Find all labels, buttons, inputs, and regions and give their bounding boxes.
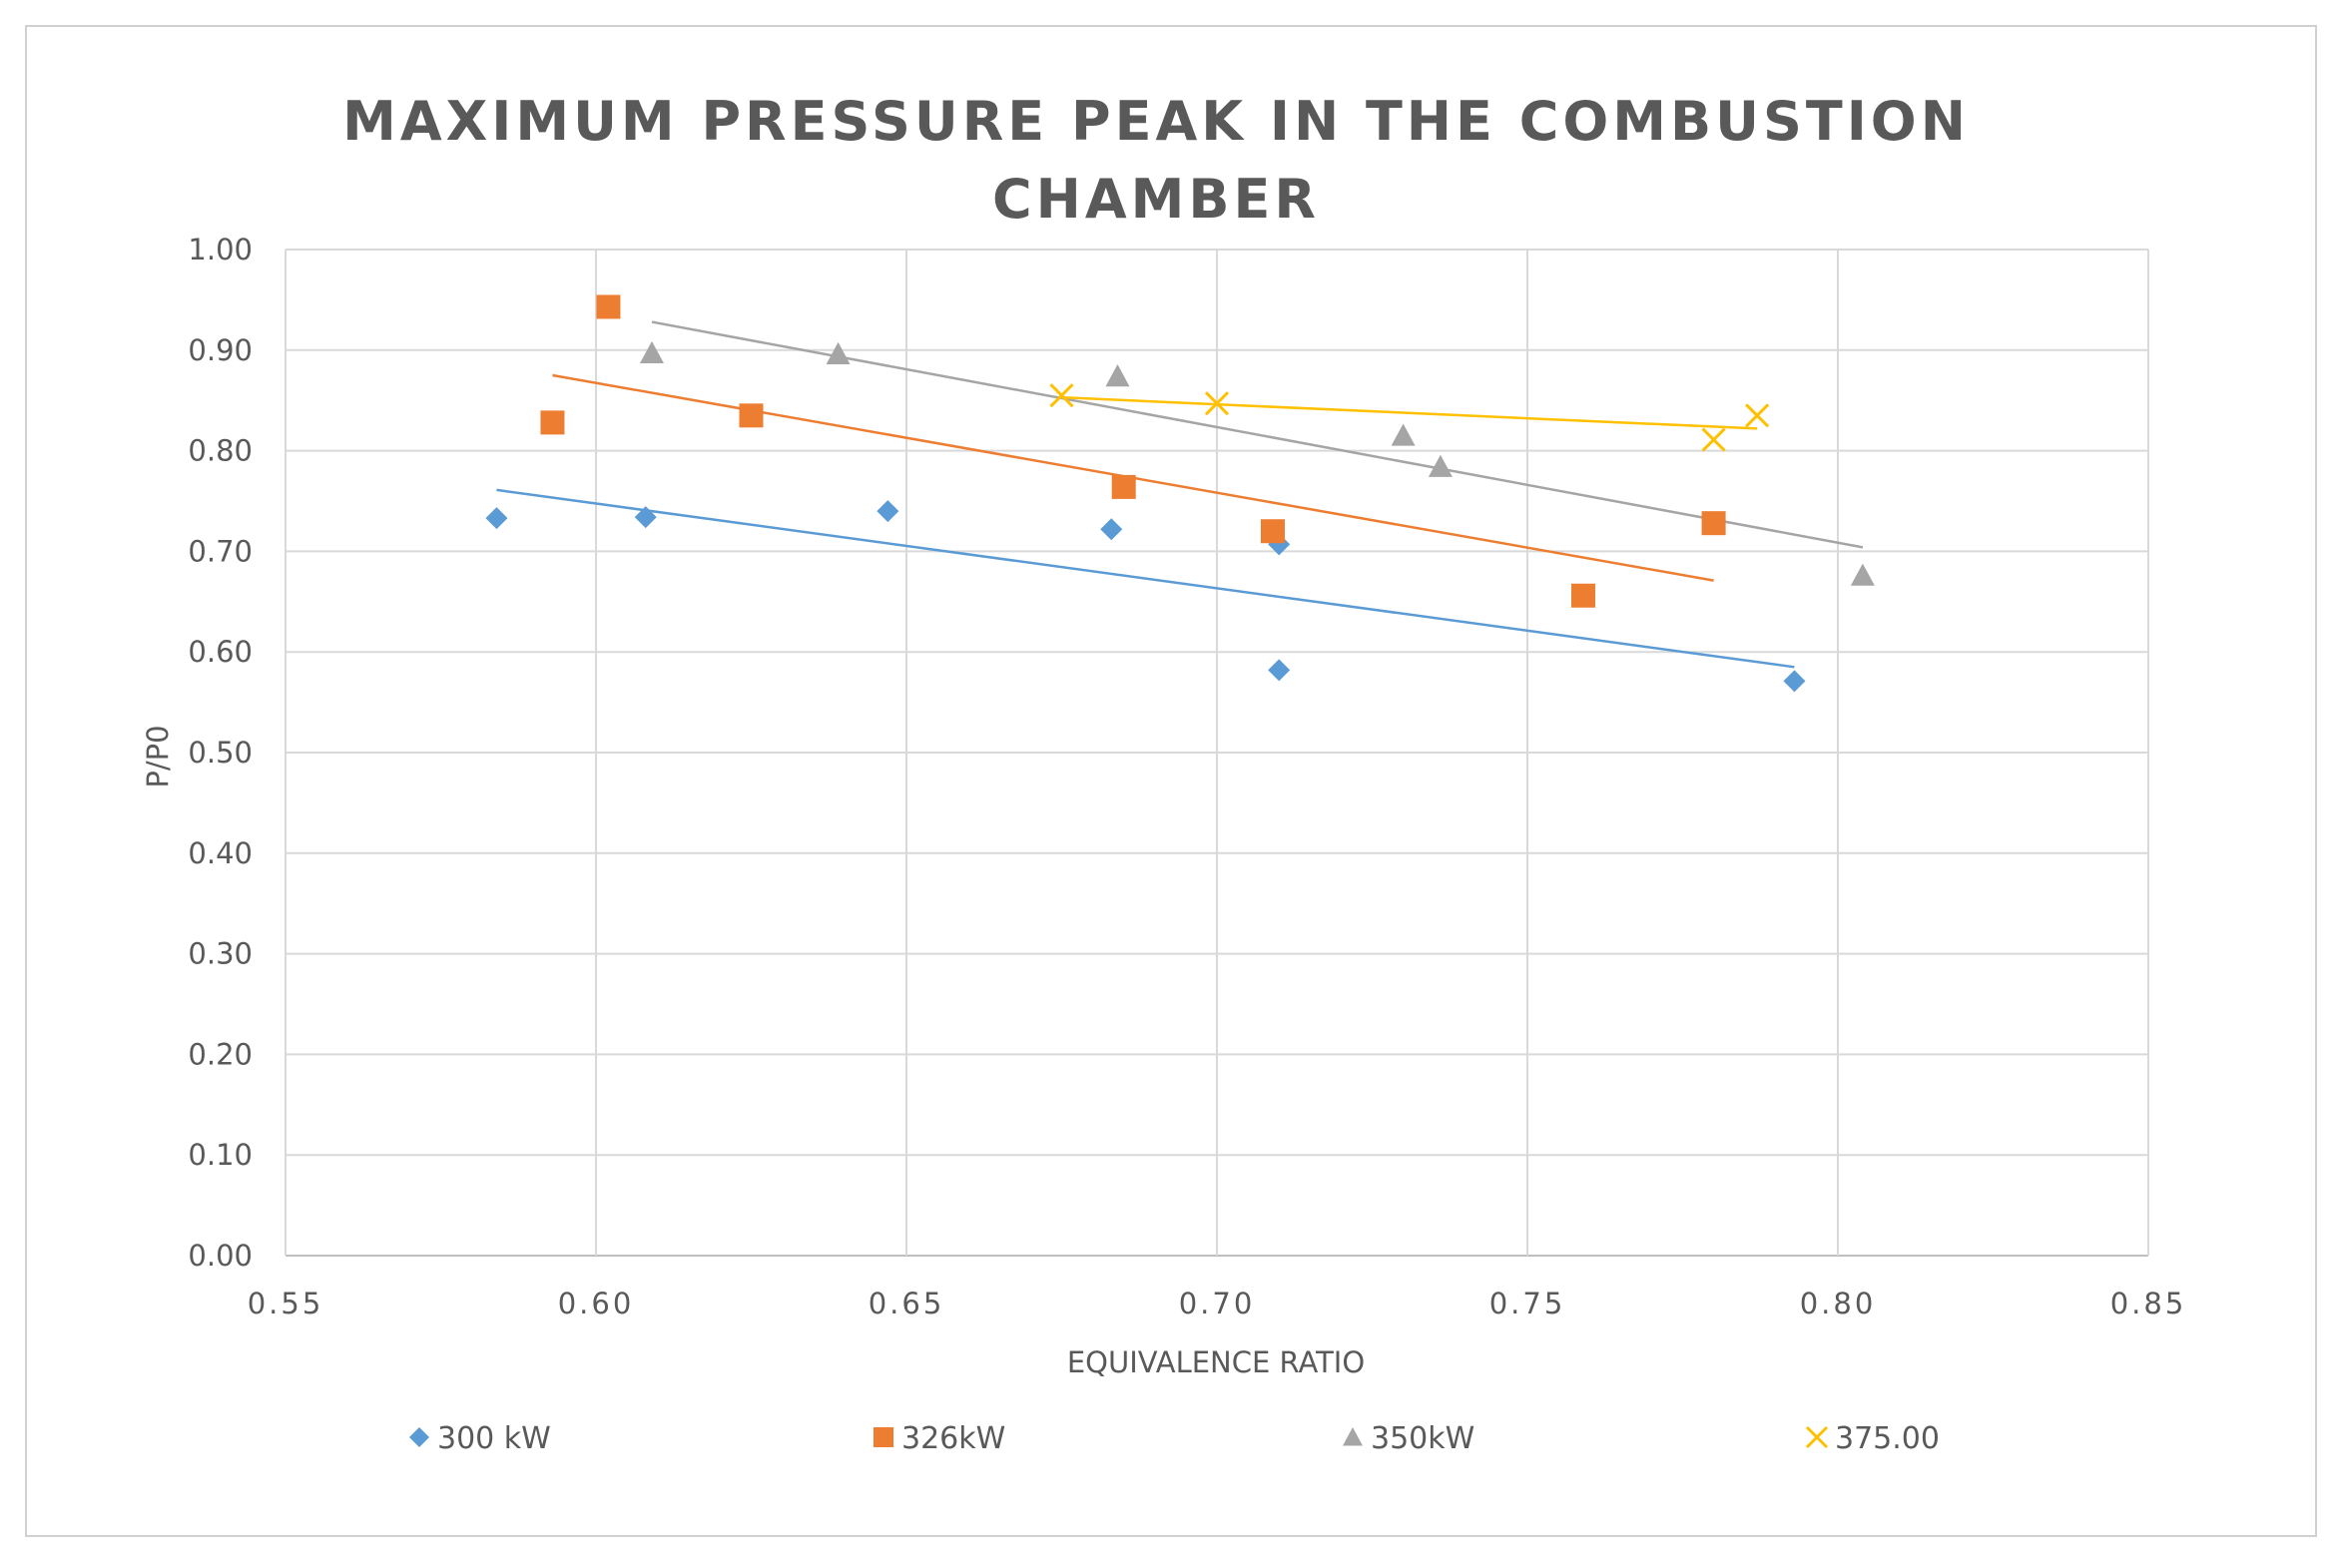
x-tick-label: 0.80 [1800, 1287, 1877, 1320]
data-point-triangle [1428, 454, 1453, 477]
legend-label: 350kW [1371, 1421, 1474, 1456]
data-point-diamond [1783, 670, 1806, 693]
legend-label: 300 kW [437, 1421, 551, 1456]
x-tick-label: 0.75 [1489, 1287, 1566, 1320]
legend: 300 kW 326kW 350kW 375.00 [409, 1421, 1940, 1456]
data-point-diamond [485, 507, 508, 530]
y-tick-label: 0.30 [188, 937, 253, 971]
data-markers [485, 294, 1875, 693]
legend-marker-square [874, 1427, 893, 1447]
trendline-300-kw [496, 488, 1795, 669]
data-point-x [1049, 383, 1074, 408]
data-point-triangle [1391, 423, 1416, 446]
data-point-square [596, 294, 621, 319]
data-point-square [739, 403, 764, 428]
data-point-diamond [877, 500, 899, 523]
y-tick-label: 0.50 [188, 736, 253, 770]
y-tick-label: 0.90 [188, 333, 253, 367]
data-point-square [540, 410, 565, 435]
y-tick-label: 0.40 [188, 836, 253, 870]
chart-title-line-2: CHAMBER [992, 168, 1320, 231]
x-tick-label: 0.85 [2110, 1287, 2187, 1320]
y-tick-label: 0.00 [188, 1239, 253, 1273]
gridlines [285, 249, 2149, 1257]
data-point-diamond [634, 506, 657, 529]
y-axis-ticks: 0.00 0.10 0.20 0.30 0.40 0.50 0.60 0.70 0.80 0.90… [188, 233, 253, 1273]
trendline-350kw [651, 320, 1864, 549]
data-point-triangle [639, 340, 664, 364]
x-axis-label: EQUIVALENCE RATIO [1067, 1345, 1365, 1379]
x-tick-label: 0.70 [1179, 1287, 1256, 1320]
trendline-375-00 [1061, 395, 1758, 430]
legend-label: 375.00 [1835, 1421, 1940, 1456]
legend-label: 326kW [901, 1421, 1005, 1456]
y-tick-label: 0.20 [188, 1037, 253, 1071]
data-point-square [1570, 583, 1595, 608]
y-tick-label: 0.80 [188, 434, 253, 468]
data-point-square [1260, 519, 1285, 544]
legend-marker-triangle [1343, 1427, 1363, 1446]
x-tick-label: 0.60 [558, 1287, 635, 1320]
data-point-triangle [826, 341, 851, 365]
y-axis-label: P/P0 [141, 725, 175, 787]
y-tick-label: 0.10 [188, 1138, 253, 1172]
data-point-diamond [1100, 518, 1123, 541]
x-tick-label: 0.55 [248, 1287, 324, 1320]
data-point-triangle [1105, 364, 1130, 387]
chart-title-line-1: MAXIMUM PRESSURE PEAK IN THE COMBUSTION [342, 90, 1970, 153]
x-tick-label: 0.65 [869, 1287, 945, 1320]
data-point-diamond [1268, 659, 1291, 682]
y-tick-label: 0.60 [188, 635, 253, 669]
data-point-x [1204, 391, 1230, 416]
data-point-square [1111, 474, 1136, 499]
y-tick-label: 0.70 [188, 534, 253, 568]
data-point-x [1701, 427, 1726, 452]
legend-marker-diamond [409, 1427, 429, 1447]
legend-marker-x [1805, 1425, 1829, 1449]
x-axis-ticks: 0.55 0.60 0.65 0.70 0.75 0.80 0.85 [248, 1287, 2187, 1320]
data-point-square [1701, 511, 1726, 536]
chart-title: MAXIMUM PRESSURE PEAK IN THE COMBUSTION … [342, 90, 1970, 231]
data-point-triangle [1850, 563, 1875, 586]
data-point-x [1745, 403, 1770, 428]
trendlines [496, 320, 1864, 669]
y-tick-label: 1.00 [188, 233, 253, 266]
chart-frame [25, 25, 2317, 1537]
